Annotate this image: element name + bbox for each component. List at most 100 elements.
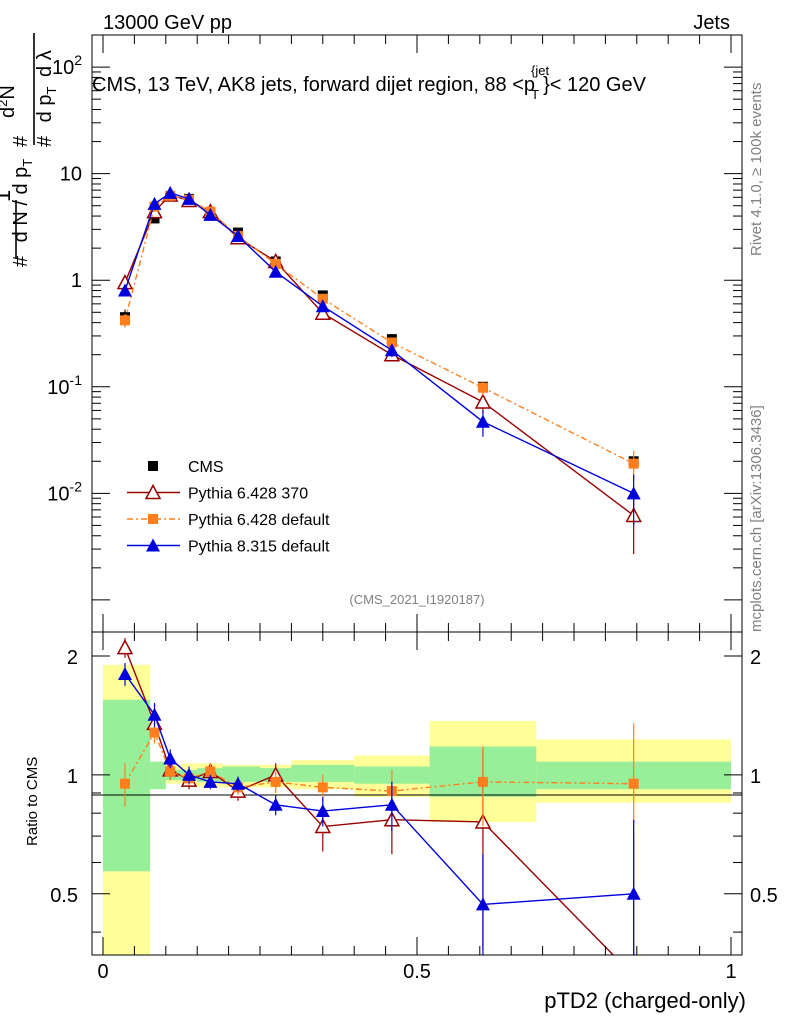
series-line bbox=[124, 195, 634, 465]
ratio-y-label: Ratio to CMS bbox=[24, 757, 41, 846]
svg-text:# d pT d λ: # d pT d λ bbox=[34, 50, 61, 147]
x-axis-tick-labels: 0 0.5 1 bbox=[97, 961, 736, 983]
ratio-point bbox=[147, 707, 162, 721]
ylabel-hash-1: # bbox=[10, 255, 32, 267]
legend-item: Pythia 6.428 370 bbox=[127, 483, 308, 503]
ylabel-d2N-N: N bbox=[0, 85, 19, 99]
main-y-tick-label: 102 bbox=[52, 52, 82, 79]
data-point bbox=[163, 185, 178, 199]
ratio-y-tick-label-right: 1 bbox=[750, 766, 761, 788]
ratio-point bbox=[384, 797, 399, 811]
ratio-point bbox=[317, 782, 328, 793]
data-point bbox=[231, 228, 246, 242]
header-right: Jets bbox=[693, 12, 730, 34]
ratio-point bbox=[119, 778, 130, 789]
data-point bbox=[203, 207, 218, 221]
ratio-point bbox=[268, 797, 283, 811]
legend-item: CMS bbox=[148, 459, 224, 476]
ratio-y-tick-label-left: 1 bbox=[67, 766, 78, 788]
main-y-tick-label: 10-1 bbox=[47, 372, 82, 399]
data-point bbox=[475, 414, 490, 428]
legend-marker bbox=[144, 483, 162, 500]
ratio-point bbox=[163, 751, 178, 765]
side-mcplots-text: mcplots.cern.ch [arXiv:1306.3436] bbox=[748, 405, 765, 632]
main-series-layer bbox=[116, 185, 642, 554]
ratio-series-2 bbox=[117, 662, 641, 955]
ratio-series-layer bbox=[116, 638, 641, 982]
data-point bbox=[119, 315, 130, 326]
legend-marker bbox=[148, 461, 158, 471]
ratio-point bbox=[626, 886, 641, 900]
ratio-point bbox=[165, 766, 176, 777]
ratio-line bbox=[124, 730, 634, 792]
legend-label: Pythia 6.428 default bbox=[188, 512, 330, 529]
ratio-y-tick-label-right: 0.5 bbox=[750, 885, 778, 907]
ratio-point bbox=[116, 639, 134, 655]
data-point bbox=[626, 486, 641, 500]
svg-text:d2N: d2N bbox=[0, 85, 19, 118]
ratio-line bbox=[124, 647, 615, 955]
data-point bbox=[628, 458, 639, 469]
ylabel-one: 1 bbox=[0, 190, 15, 202]
ylabel-d2N-two: 2 bbox=[0, 100, 10, 107]
data-point bbox=[384, 343, 399, 357]
side-rivet-text: Rivet 4.1.0, ≥ 100k events bbox=[748, 83, 765, 256]
ratio-point bbox=[627, 969, 641, 982]
legend-label: Pythia 8.315 default bbox=[188, 539, 330, 556]
legend-marker bbox=[148, 514, 158, 524]
ylabel-dl: d λ bbox=[34, 50, 56, 77]
ratio-axis-ticks: 0.5 0.5 1 1 2 2 bbox=[50, 632, 778, 955]
series-3 bbox=[117, 185, 641, 526]
data-point bbox=[386, 337, 397, 348]
x-tick-label: 1 bbox=[725, 961, 736, 983]
data-point bbox=[270, 258, 281, 269]
data-point bbox=[317, 293, 328, 304]
ratio-band-inner bbox=[222, 766, 260, 782]
ratio-point bbox=[231, 776, 246, 790]
x-axis-label: pTD2 (charged-only) bbox=[544, 988, 746, 1013]
data-point bbox=[117, 283, 132, 297]
data-point bbox=[268, 264, 283, 278]
ratio-y-tick-label-left: 0.5 bbox=[50, 885, 78, 907]
ylabel-dp: d p bbox=[34, 95, 56, 123]
main-y-axis-label: # d N / d pT 1 # # d pT d λ d2N bbox=[0, 33, 61, 267]
ratio-series-0 bbox=[116, 638, 641, 982]
ratio-band-inner bbox=[291, 764, 355, 782]
ratio-bands-layer bbox=[103, 664, 731, 955]
ylabel-d2N-d: d bbox=[0, 107, 19, 118]
ratio-point bbox=[270, 776, 281, 787]
header-left: 13000 GeV pp bbox=[103, 12, 232, 34]
ylabel-hash-2: # bbox=[10, 135, 32, 147]
legend-label: CMS bbox=[188, 459, 224, 476]
main-axis-ticks: 10-2 10-1 1 10 102 bbox=[47, 34, 742, 632]
x-tick-label: 0.5 bbox=[403, 961, 431, 983]
ratio-point bbox=[628, 778, 639, 789]
main-y-tick-label: 10-2 bbox=[47, 478, 82, 505]
ylabel-T1: T bbox=[20, 159, 35, 167]
legend-item: Pythia 6.428 default bbox=[127, 512, 330, 529]
svg-text:#: # bbox=[10, 135, 32, 147]
svg-text:# d N / d pT: # d N / d pT bbox=[10, 159, 35, 267]
ratio-y-tick-label-left: 2 bbox=[67, 647, 78, 669]
ratio-point bbox=[477, 776, 488, 787]
ratio-point bbox=[315, 804, 330, 818]
ratio-y-tick-label-right: 2 bbox=[750, 647, 761, 669]
data-point bbox=[182, 191, 197, 205]
legend-label: Pythia 6.428 370 bbox=[188, 486, 308, 503]
main-y-tick-label: 10 bbox=[60, 164, 82, 186]
series-line bbox=[124, 192, 634, 494]
ratio-point bbox=[182, 767, 197, 781]
ylabel-T2: T bbox=[44, 87, 59, 95]
ratio-point bbox=[475, 897, 490, 911]
data-point bbox=[315, 299, 330, 313]
data-point bbox=[147, 196, 162, 210]
ylabel-dN: d N / d p bbox=[10, 167, 32, 243]
data-point bbox=[149, 213, 160, 224]
legend-marker bbox=[146, 538, 160, 552]
legend: CMS Pythia 6.428 370 Pythia 6.428 default P… bbox=[127, 459, 330, 556]
data-point bbox=[474, 393, 492, 409]
main-y-tick-label: 1 bbox=[71, 270, 82, 292]
data-point bbox=[314, 304, 332, 320]
series-0 bbox=[119, 191, 639, 467]
ylabel-hash-3: # bbox=[34, 135, 56, 147]
